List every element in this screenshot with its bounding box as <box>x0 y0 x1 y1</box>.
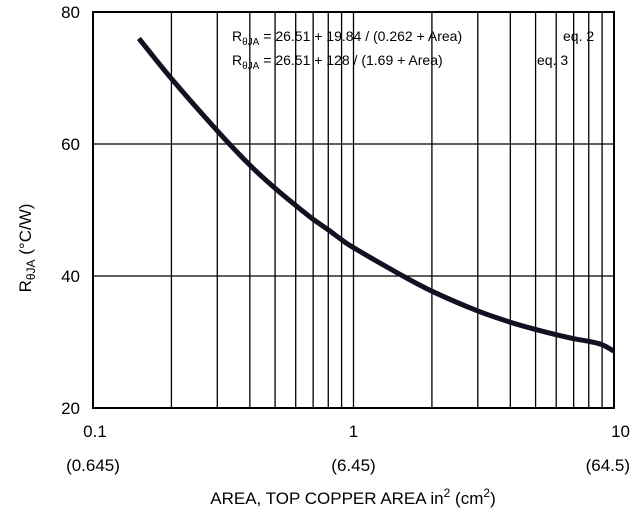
x-axis-label-sup2: 2 <box>483 486 490 500</box>
x-axis-label-end: ) <box>490 489 496 508</box>
y-tick-label: 20 <box>61 399 80 418</box>
equation-2-tag: eq. 3 <box>537 52 568 68</box>
y-tick-label: 60 <box>61 135 80 154</box>
equation-1-symbol: R <box>232 28 242 44</box>
y-tick-labels: 20 40 60 80 <box>61 3 80 418</box>
x-tick-sublabel: (6.45) <box>331 456 375 475</box>
series-line <box>136 36 616 354</box>
y-axis-label-main: R <box>16 280 35 292</box>
series-layer <box>136 36 616 354</box>
x-tick-labels: 0.1 (0.645) 1 (6.45) 10 (64.5) <box>66 422 630 475</box>
grid-lines <box>92 11 614 409</box>
equation-1: RθJA = 26.51 + 19.84 / (0.262 + Area) <box>232 28 462 48</box>
y-axis-label: RθJA (°C/W) <box>16 204 38 293</box>
x-tick-sublabel: (0.645) <box>66 456 120 475</box>
plot-frame <box>92 11 615 409</box>
x-tick-sublabel: (64.5) <box>586 456 630 475</box>
equation-1-text: = 26.51 + 19.84 / (0.262 + Area) <box>259 28 462 44</box>
equation-1-subscript: θJA <box>242 37 260 48</box>
x-axis-label-sup1: 2 <box>444 486 451 500</box>
x-tick-label: 0.1 <box>83 422 107 441</box>
y-tick-label: 40 <box>61 267 80 286</box>
equation-2-symbol: R <box>232 52 242 68</box>
equation-2: RθJA = 26.51 + 128 / (1.69 + Area) <box>232 52 443 72</box>
x-axis-label-mid: (cm <box>450 489 483 508</box>
y-axis-label-rest: (°C/W) <box>16 204 35 260</box>
equation-annotations: RθJA = 26.51 + 19.84 / (0.262 + Area) eq… <box>232 28 594 72</box>
y-tick-label: 80 <box>61 3 80 22</box>
x-axis-label-main: AREA, TOP COPPER AREA in <box>210 489 443 508</box>
x-tick-label: 10 <box>611 422 630 441</box>
equation-2-subscript: θJA <box>242 61 260 72</box>
x-tick-label: 1 <box>349 422 358 441</box>
equation-2-text: = 26.51 + 128 / (1.69 + Area) <box>259 52 442 68</box>
y-axis-label-sub: θJA <box>24 259 38 280</box>
equation-1-tag: eq. 2 <box>563 28 594 44</box>
x-axis-label: AREA, TOP COPPER AREA in2 (cm2) <box>210 486 495 508</box>
